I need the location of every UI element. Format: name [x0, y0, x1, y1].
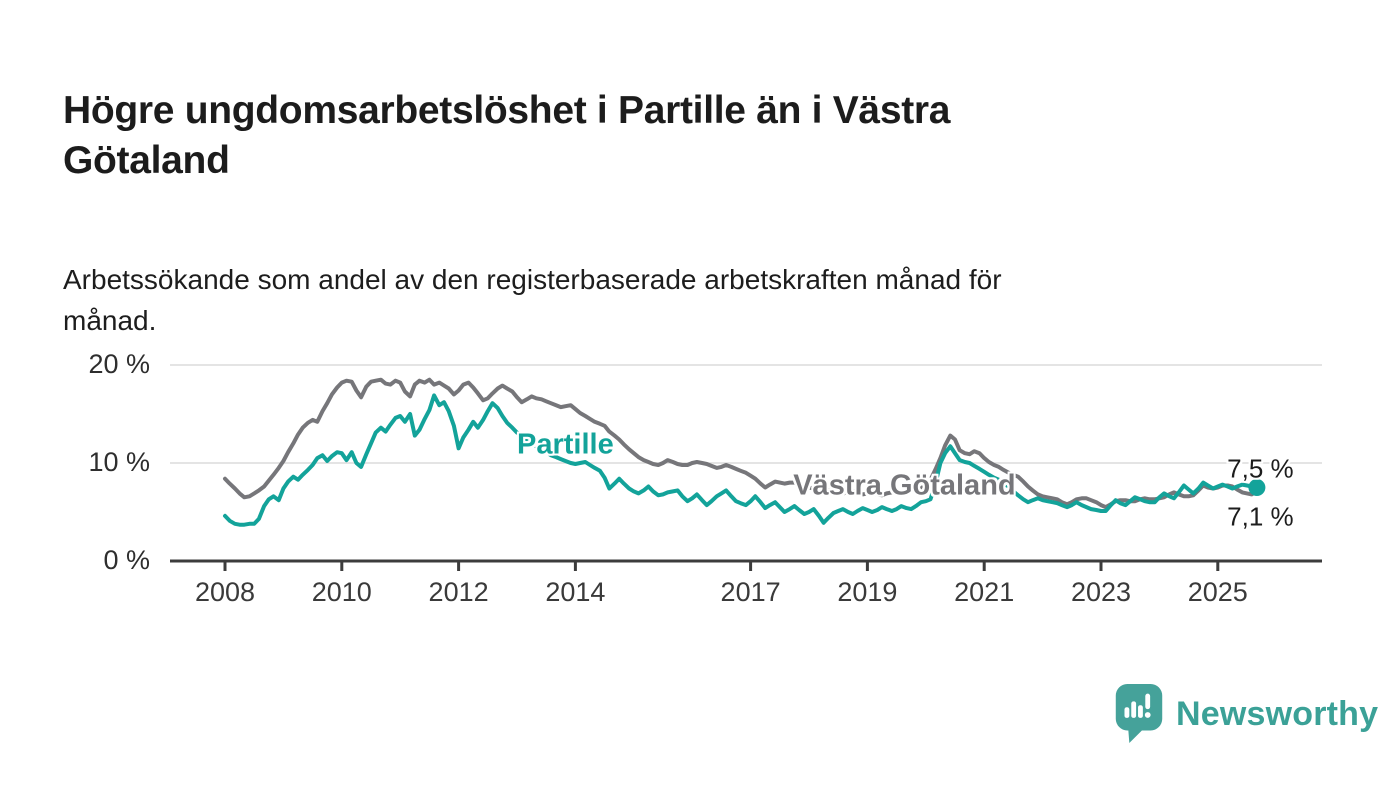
x-tick-label: 2008 — [194, 577, 256, 607]
y-tick-label: 10 % — [88, 446, 150, 477]
series-line-partille — [223, 393, 1259, 527]
page-subtitle: Arbetssökande som andel av den registerb… — [63, 259, 1263, 341]
logo-bars — [1124, 693, 1151, 718]
y-tick-label: 20 % — [88, 348, 150, 379]
end-value-label-partille: 7,5 % — [1227, 453, 1294, 484]
x-tick-label: 2012 — [428, 577, 489, 607]
x-tick-label: 2021 — [954, 577, 1015, 607]
page-title-line2: Götaland — [63, 139, 230, 183]
x-tick-label: 2014 — [545, 577, 606, 607]
series-end-dot-partille — [1248, 479, 1266, 496]
series-label-partille: Partille — [517, 428, 614, 461]
page-title-line1: Högre ungdomsarbetslöshet i Partille än … — [63, 89, 951, 133]
x-tick-label: 2025 — [1187, 577, 1248, 607]
page-title: Högre ungdomsarbetslöshet i Partille än … — [63, 86, 1203, 186]
x-tick-label: 2023 — [1070, 577, 1132, 607]
newsworthy-logo-text: Newsworthy — [1176, 694, 1379, 733]
series-line-vastra-gotaland — [223, 377, 1259, 510]
newsworthy-logo: Newsworthy — [1115, 684, 1378, 744]
x-tick-label: 2010 — [311, 577, 372, 607]
page-subtitle-line1: Arbetssökande som andel av den registerb… — [63, 264, 1002, 295]
series-label-vastra-gotaland: Västra Götaland — [793, 469, 1016, 502]
page-subtitle-line2: månad. — [63, 305, 157, 336]
end-value-label-vastra-gotaland: 7,1 % — [1227, 501, 1294, 532]
series-end-dot-vastra-gotaland — [1252, 487, 1261, 496]
bar-chart-speech-bubble-icon — [1115, 684, 1163, 744]
y-tick-label: 0 % — [103, 544, 150, 575]
x-tick-label: 2017 — [720, 577, 781, 607]
x-tick-label: 2019 — [837, 577, 898, 607]
